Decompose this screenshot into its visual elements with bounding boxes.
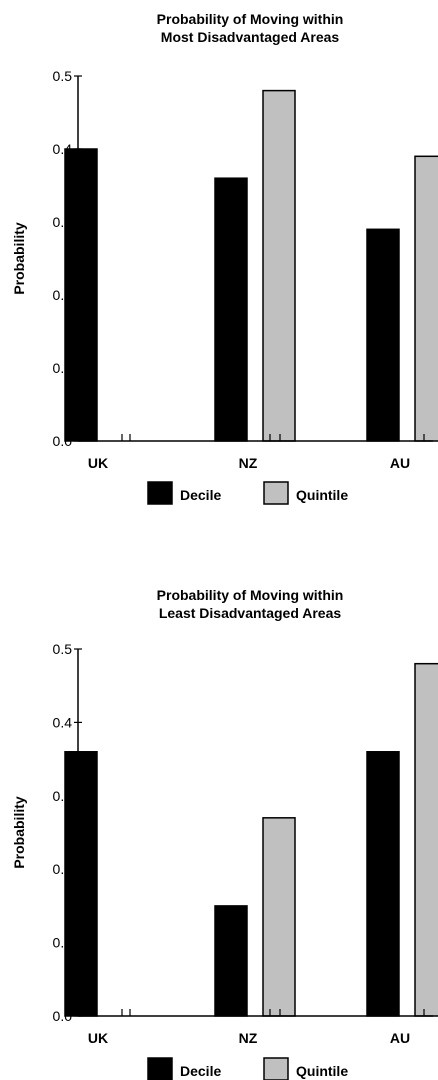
y-tick-label: 0.0 bbox=[53, 1008, 73, 1024]
y-tick-label: 0.3 bbox=[53, 214, 73, 230]
bar-quintile-au bbox=[414, 662, 438, 1017]
x-tick-label: UK bbox=[88, 1030, 108, 1046]
y-tick-label: 0.3 bbox=[53, 788, 73, 804]
bar-decile-nz bbox=[214, 905, 248, 1017]
y-tick-label: 0.5 bbox=[53, 68, 73, 84]
x-tick-label: NZ bbox=[239, 1030, 258, 1046]
bar-quintile-nz bbox=[262, 817, 296, 1017]
legend-label-quintile: Quintile bbox=[296, 487, 348, 503]
x-tick-label: AU bbox=[390, 1030, 410, 1046]
y-tick-label: 0.1 bbox=[53, 360, 73, 376]
bar-decile-nz bbox=[214, 177, 248, 442]
legend-swatch-quintile bbox=[263, 481, 289, 505]
legend-label-decile: Decile bbox=[180, 487, 221, 503]
chart-1: Probability of Moving within Most Disadva… bbox=[11, 11, 438, 505]
legend-swatch-decile bbox=[147, 1057, 173, 1080]
y-tick-label: 0.2 bbox=[53, 861, 73, 877]
bar-quintile-nz bbox=[262, 89, 296, 442]
legend-swatch-quintile bbox=[263, 1057, 289, 1080]
y-tick-label: 0.0 bbox=[53, 433, 73, 449]
bar-decile-au bbox=[366, 751, 400, 1017]
bar-quintile-au bbox=[414, 155, 438, 442]
x-tick-label: NZ bbox=[239, 455, 258, 471]
x-tick-label: UK bbox=[88, 455, 108, 471]
y-tick-label: 0.5 bbox=[53, 641, 73, 657]
y-axis-label: Probability bbox=[11, 222, 27, 295]
bar-decile-au bbox=[366, 228, 400, 442]
y-tick-label: 0.1 bbox=[53, 935, 73, 951]
chart-title-line: Probability of Moving within bbox=[157, 587, 344, 603]
legend-label-quintile: Quintile bbox=[296, 1063, 348, 1079]
chart-2: Probability of Moving within Least Disadv… bbox=[11, 587, 438, 1080]
y-tick-label: 0.4 bbox=[53, 141, 73, 157]
chart-title-line: Probability of Moving within bbox=[157, 11, 344, 27]
legend-swatch-decile bbox=[147, 481, 173, 505]
y-tick-label: 0.2 bbox=[53, 287, 73, 303]
y-axis-label: Probability bbox=[11, 796, 27, 869]
chart-title-line: Most Disadvantaged Areas bbox=[161, 29, 340, 45]
chart-title-line: Least Disadvantaged Areas bbox=[159, 605, 342, 621]
legend-label-decile: Decile bbox=[180, 1063, 221, 1079]
y-tick-label: 0.4 bbox=[53, 714, 73, 730]
x-tick-label: AU bbox=[390, 455, 410, 471]
